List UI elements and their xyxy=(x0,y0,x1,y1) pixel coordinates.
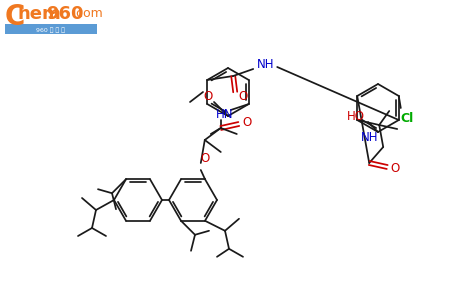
Text: HO: HO xyxy=(347,110,365,122)
Text: O: O xyxy=(238,91,248,103)
Text: NH: NH xyxy=(256,59,274,71)
Text: .com: .com xyxy=(73,7,104,20)
Text: O: O xyxy=(391,163,400,176)
Text: 960: 960 xyxy=(46,5,83,23)
Text: O: O xyxy=(200,151,210,164)
Text: HN: HN xyxy=(216,108,234,122)
FancyBboxPatch shape xyxy=(5,24,97,34)
Text: O: O xyxy=(242,115,251,129)
Text: C: C xyxy=(5,3,26,31)
Text: O: O xyxy=(203,89,213,103)
Text: 960 化 工 网: 960 化 工 网 xyxy=(36,27,65,33)
Text: NH: NH xyxy=(360,131,378,144)
Text: Cl: Cl xyxy=(400,112,413,125)
Text: hem: hem xyxy=(18,5,62,23)
